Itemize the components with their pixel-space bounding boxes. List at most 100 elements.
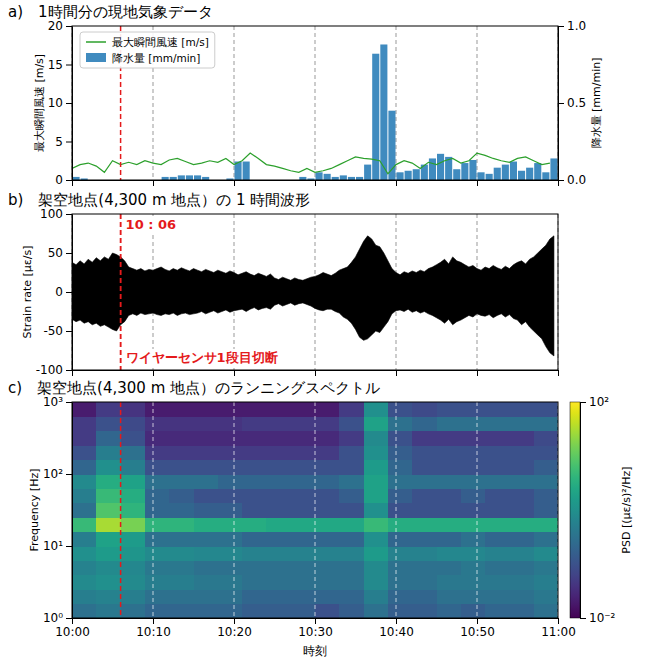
spectrum-cell — [121, 474, 146, 489]
spectrum-cell — [315, 402, 340, 417]
spectrum-cell — [534, 460, 558, 475]
spectrum-cell — [364, 431, 389, 446]
precip-bar — [413, 169, 420, 180]
x-tick-label: 10:00 — [55, 625, 90, 639]
x-tick: 11:00 — [541, 618, 576, 639]
y-tick: -100 — [36, 363, 72, 377]
spectrum-cell — [145, 560, 170, 575]
y-tick-label: 15 — [48, 58, 63, 72]
legend-swatch — [86, 53, 106, 62]
spectrum-cell — [461, 517, 486, 532]
spectrum-cell — [121, 431, 146, 446]
spectrum-cell — [121, 560, 146, 575]
annotation: 10 : 06 — [124, 216, 178, 233]
y-tick-mark — [66, 546, 72, 547]
grid-line — [477, 402, 478, 618]
x-tick: 10:30 — [298, 618, 333, 639]
spectrum-cell — [437, 488, 462, 503]
legend-box — [80, 32, 215, 68]
y2-tick-mark — [558, 103, 564, 104]
spectrum-cell — [266, 575, 291, 590]
spectrum-cell — [339, 445, 364, 460]
spectrum-cell — [412, 604, 437, 618]
y-tick: 10² — [43, 467, 72, 481]
spectrum-cell — [194, 445, 219, 460]
spectrum-cell — [437, 604, 462, 618]
y-tick: 10¹ — [43, 539, 72, 553]
x-tick-mark — [72, 370, 73, 376]
spectrum-cell — [315, 604, 340, 618]
y2-axis: 0.0 0.5 1.0 — [558, 19, 586, 187]
spectrum-cell — [437, 532, 462, 547]
y-tick-mark — [66, 402, 72, 403]
spectrum-cell — [364, 532, 389, 547]
spectrum-cell — [509, 532, 534, 547]
annotation-text: 10 : 06 — [126, 217, 176, 232]
spectrum-cell — [218, 474, 243, 489]
y-tick-label: 10² — [43, 467, 63, 481]
y-axis-title: Frequency [Hz] — [28, 469, 41, 552]
x-tick — [234, 370, 235, 376]
spectrum-cell — [437, 431, 462, 446]
precip-bar — [429, 158, 436, 180]
spectrum-cell — [145, 445, 170, 460]
x-tick-mark — [477, 618, 478, 624]
spectrum-cell — [96, 445, 121, 460]
spectrum-cell — [96, 503, 121, 518]
annotation: ワイヤーセンサ1段目切断 — [124, 349, 280, 366]
spectrum-cell — [339, 560, 364, 575]
spectrum-cell — [242, 488, 267, 503]
spectrum-cell — [388, 517, 413, 532]
spectrum-cell — [364, 416, 389, 431]
spectrum-cell — [339, 589, 364, 604]
spectrum-cell — [218, 560, 243, 575]
spectrum-cell — [266, 431, 291, 446]
spectrum-cell — [461, 546, 486, 561]
spectrum-cell — [364, 517, 389, 532]
spectrum-cell — [485, 488, 510, 503]
spectrum-cell — [291, 488, 316, 503]
spectrum-cell — [121, 402, 146, 417]
colorbar-tick-mark — [580, 618, 586, 619]
legend-label: 最大瞬間風速 [m/s] — [112, 36, 209, 48]
x-tick: 10:40 — [379, 618, 414, 639]
spectrum-cell — [121, 503, 146, 518]
x-tick — [315, 180, 316, 186]
spectrum-cell — [509, 546, 534, 561]
spectrum-cell — [412, 575, 437, 590]
panel-title: a) 1時間分の現地気象データ — [8, 3, 213, 21]
spectrum-cell — [412, 589, 437, 604]
spectrum-cell — [364, 503, 389, 518]
x-tick — [153, 180, 154, 186]
y2-tick-label: 0.0 — [567, 173, 586, 187]
spectrum-cell — [169, 402, 194, 417]
spectrum-cell — [242, 604, 267, 618]
spectrum-cell — [437, 575, 462, 590]
spectrum-cell — [388, 460, 413, 475]
spectrum-cell — [194, 460, 219, 475]
spectrum-cell — [412, 532, 437, 547]
spectrum-cell — [72, 445, 97, 460]
spectrum-cell — [461, 488, 486, 503]
spectrum-cell — [72, 488, 97, 503]
x-tick-label: 10:30 — [298, 625, 333, 639]
y-tick-label: 0 — [55, 285, 63, 299]
legend: 最大瞬間風速 [m/s]降水量 [mm/min] — [80, 32, 215, 68]
y2-tick: 1.0 — [558, 19, 586, 33]
precip-bar — [534, 163, 541, 180]
spectrum-cell — [218, 445, 243, 460]
x-axis: 10:0010:1010:2010:3010:4010:5011:00 — [55, 618, 576, 639]
precip-bar — [478, 172, 485, 180]
spectrum-cell — [169, 604, 194, 618]
x-tick-mark — [72, 618, 73, 624]
y-tick: 10³ — [43, 395, 72, 409]
spectrum-cell — [121, 517, 146, 532]
spectrum-cell — [412, 445, 437, 460]
y-tick: 15 — [48, 58, 72, 72]
precip-bar — [494, 168, 501, 180]
spectrum-cell — [96, 560, 121, 575]
spectrum-cell — [461, 503, 486, 518]
spectrum-cell — [485, 460, 510, 475]
y2-tick-label: 0.5 — [567, 96, 586, 110]
spectrum-cell — [485, 503, 510, 518]
